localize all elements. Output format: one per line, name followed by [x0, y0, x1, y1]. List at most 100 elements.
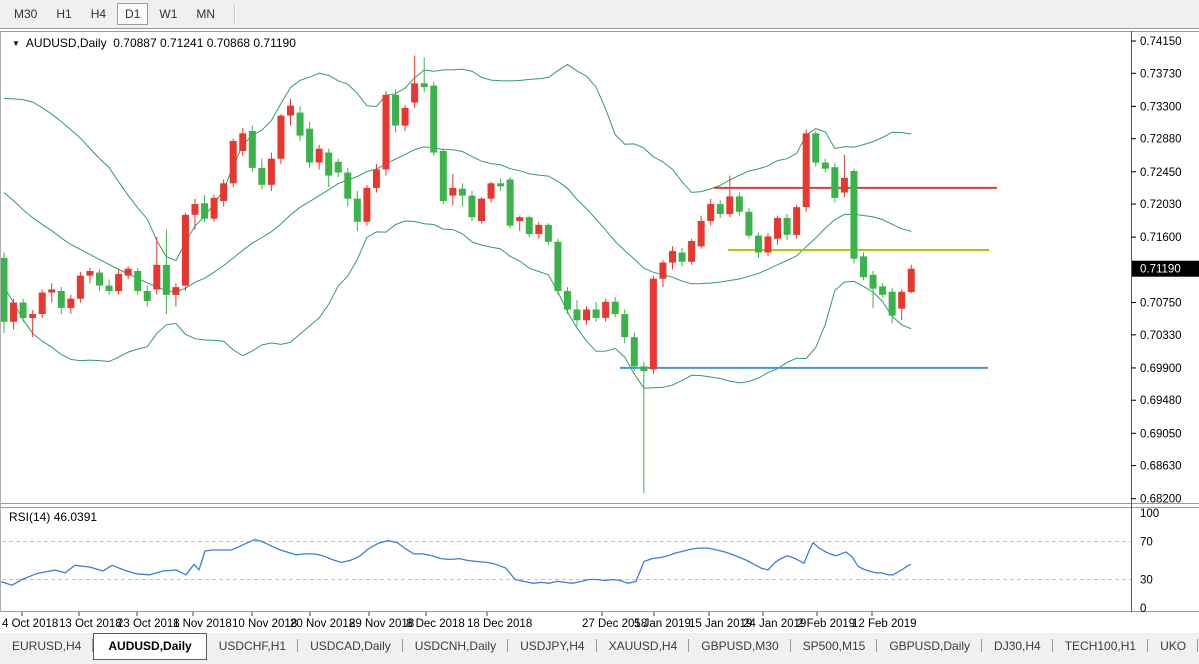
chart-tab-usdchf-h1[interactable]: USDCHF,H1 [207, 635, 299, 658]
candle-body-up [38, 292, 46, 315]
candle-body-up [907, 268, 915, 292]
candle-body-down [430, 85, 438, 153]
candle-body-down [611, 301, 619, 315]
candle-body-up [287, 105, 294, 116]
candle-body-down [621, 314, 629, 338]
candle-body-up [726, 196, 734, 215]
candle-body-down [344, 172, 352, 199]
candle-body-up [764, 236, 772, 253]
candle-body-down [563, 291, 571, 310]
date-axis-label: 12 Feb 2019 [852, 618, 917, 630]
candle-body-up [67, 298, 75, 308]
candle-body-up [707, 204, 715, 221]
candle-body-up [649, 278, 657, 370]
chart-tab-dj30-h4[interactable]: DJ30,H4 [982, 635, 1053, 658]
chart-tab-gbpusd-m30[interactable]: GBPUSD,M30 [689, 635, 791, 658]
candle-body-up [191, 204, 199, 215]
chart-tab-gbpusd-daily[interactable]: GBPUSD,Daily [877, 635, 982, 658]
chart-tab-usdjpy-h4[interactable]: USDJPY,H4 [508, 635, 598, 658]
candle-body-up [267, 158, 275, 185]
price-axis-label: 0.72880 [1140, 134, 1182, 146]
candle-body-down [162, 264, 170, 295]
chart-window[interactable]: 0.74150 0.73730 0.73300 0.72880 0.72450 0.720… [0, 28, 1199, 632]
candle-body-up [774, 217, 782, 239]
chart-tab-uko[interactable]: UKO [1148, 635, 1199, 658]
date-axis-label: 10 Nov 2018 [232, 618, 297, 630]
candle-body-down [812, 133, 820, 163]
candle-body-down [306, 128, 314, 163]
candle-body-down [0, 257, 8, 322]
candle-body-up [315, 148, 323, 163]
candle-body-up [382, 94, 390, 170]
timeframe-button-w1[interactable]: W1 [159, 7, 178, 21]
candle-body-down [678, 252, 686, 262]
chart-tab-tech100-h1[interactable]: TECH100,H1 [1053, 635, 1149, 658]
candle-body-down [296, 112, 304, 136]
candle-body-down [754, 235, 762, 253]
date-axis-label: 29 Nov 2018 [349, 618, 414, 630]
candle-body-up [583, 309, 591, 321]
candle-body-up [277, 115, 285, 159]
candle-body-down [735, 196, 743, 212]
candle-body-up [669, 251, 676, 263]
chart-tab-usdcnh-daily[interactable]: USDCNH,Daily [403, 635, 509, 658]
candle-body-down [592, 309, 600, 318]
candle-body-down [554, 241, 562, 291]
chart-tab-usdcad-daily[interactable]: USDCAD,Daily [298, 635, 403, 658]
candle-body-down [420, 83, 428, 88]
candle-body-down [19, 302, 27, 318]
date-axis-label: 5 Jan 2019 [634, 618, 691, 630]
date-axis-label: 13 Oct 2018 [59, 618, 122, 630]
date-axis-label: 2 Feb 2019 [797, 618, 855, 630]
rsi-axis-label: 70 [1140, 537, 1153, 549]
price-axis-label: 0.72030 [1140, 199, 1182, 211]
candle-body-up [411, 83, 419, 103]
candle-body-up [124, 268, 132, 276]
price-axis-label: 0.71600 [1140, 232, 1182, 244]
price-axis-label: 0.74150 [1140, 36, 1182, 48]
candle-body-up [86, 271, 94, 276]
bollinger-upper-band [3, 63, 912, 262]
chart-tab-sp500-m15[interactable]: SP500,M15 [791, 635, 878, 658]
timeframe-button-mn[interactable]: MN [196, 7, 216, 21]
candle-body-down [525, 217, 533, 235]
candle-body-down [248, 131, 256, 168]
candle-body-down [201, 203, 209, 219]
candle-body-down [640, 366, 648, 371]
timeframe-button-m30[interactable]: M30 [14, 7, 38, 21]
candle-body-down [353, 198, 361, 222]
candle-body-up [688, 241, 696, 262]
chart-tabbar: EURUSD,H4 AUDUSD,Daily USDCHF,H1 USDCAD,Dai… [0, 632, 1199, 664]
chart-tab-eurusd-h4[interactable]: EURUSD,H4 [0, 635, 94, 658]
rsi-indicator-label: RSI(14) 46.0391 [9, 510, 98, 524]
candle-body-down [716, 204, 724, 215]
price-axis-label: 0.69480 [1140, 395, 1182, 407]
date-axis-label: 15 Jan 2019 [689, 618, 752, 630]
timeframe-button-h1[interactable]: H1 [56, 7, 72, 21]
candle-body-up [478, 198, 485, 221]
candle-body-up [487, 183, 495, 199]
chart-tab-audusd-daily[interactable]: AUDUSD,Daily [93, 633, 207, 660]
candle-body-up [898, 291, 906, 309]
candle-body-down [831, 167, 839, 198]
candle-body-down [850, 171, 858, 259]
candle-body-down [783, 217, 791, 235]
chart-tab-xauusd-h4[interactable]: XAUUSD,H4 [597, 635, 690, 658]
candle-body-up [802, 133, 810, 208]
chart-symbol-label: AUDUSD,Daily [25, 36, 107, 50]
candle-body-up [793, 207, 801, 235]
candle-body-up [115, 274, 123, 291]
price-axis-label: 0.68200 [1140, 494, 1182, 506]
candle-body-down [96, 272, 103, 286]
price-axis-label: 0.69050 [1140, 428, 1182, 440]
candle-body-up [239, 133, 247, 151]
chart-dropdown-icon[interactable]: ▼ [12, 39, 20, 48]
candle-body-down [134, 271, 142, 291]
candle-body-down [506, 179, 514, 226]
price-chart-canvas[interactable]: 0.74150 0.73730 0.73300 0.72880 0.72450 0.720… [0, 29, 1199, 633]
timeframe-button-h4[interactable]: H4 [90, 7, 107, 21]
candle-body-up [840, 177, 848, 193]
date-axis-label: 24 Jan 2019 [743, 618, 806, 630]
timeframe-button-d1[interactable]: D1 [117, 3, 149, 25]
price-axis-label: 0.73300 [1140, 101, 1182, 113]
